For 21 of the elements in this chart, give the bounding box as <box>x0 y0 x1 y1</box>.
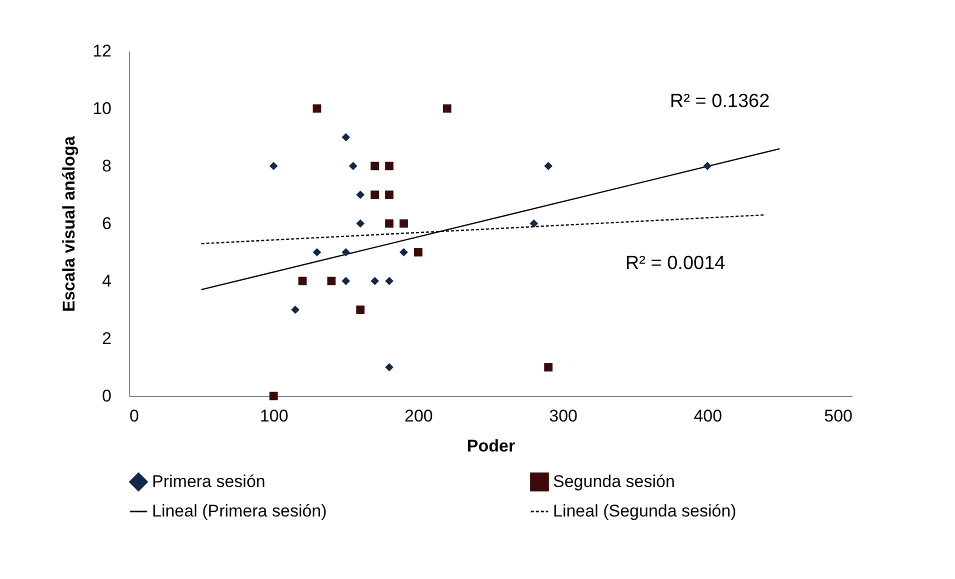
x-axis-title: Poder <box>466 436 516 456</box>
y-tick-label: 8 <box>102 156 112 176</box>
legend-label: Primera sesión <box>152 472 266 491</box>
annotation: R² = 0.0014 <box>625 252 726 274</box>
legend-label: Lineal (Primera sesión) <box>152 502 327 520</box>
x-tick-label: 200 <box>404 406 433 426</box>
legend-label: Lineal (Segunda sesión) <box>553 502 736 520</box>
y-tick-label: 12 <box>92 42 112 60</box>
x-tick-label: 500 <box>824 406 852 426</box>
y-tick-label: 6 <box>102 214 112 233</box>
x-tick-label: 100 <box>260 406 288 426</box>
annotation: R² = 0.1362 <box>670 90 770 112</box>
y-tick-label: 4 <box>102 272 112 290</box>
x-tick-label: 300 <box>549 406 578 426</box>
x-tick-label: 0 <box>130 406 139 426</box>
y-tick-label: 0 <box>102 386 112 406</box>
y-axis-title: Escala visual análoga <box>60 136 79 312</box>
y-tick-label: 10 <box>92 99 112 118</box>
legend-label: Segunda sesión <box>553 472 675 491</box>
y-tick-label: 2 <box>102 329 112 348</box>
x-tick-label: 400 <box>694 406 722 426</box>
